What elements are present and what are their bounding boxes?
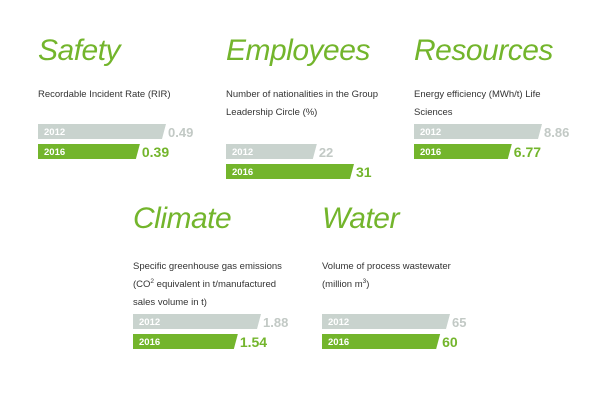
category-label: 2012 — [139, 317, 160, 328]
value-label: 65 — [452, 315, 466, 330]
bar-2016 — [226, 164, 354, 179]
description-superscript: 3 — [362, 277, 367, 285]
bar-2016 — [322, 334, 441, 349]
description-text: Recordable Incident Rate (RIR) — [38, 89, 171, 100]
description-text: Energy efficiency (MWh/t) Life Sciences — [414, 89, 541, 118]
bar-2012 — [38, 124, 166, 139]
category-label: 2016 — [232, 167, 253, 178]
panel-description: Energy efficiency (MWh/t) Life Sciences — [414, 86, 564, 122]
panel-climate: Climate Specific greenhouse gas emission… — [133, 204, 303, 364]
category-label: 2016 — [328, 337, 349, 348]
description-text-rest: equivalent in t/manufactured sales volum… — [133, 279, 277, 308]
category-label: 2012 — [232, 147, 253, 158]
value-label: 60 — [442, 334, 458, 350]
description-text: Specific greenhouse gas emissions (CO — [133, 261, 282, 290]
panel-description: Number of nationalities in the Group Lea… — [226, 86, 386, 122]
description-superscript: 2 — [150, 277, 155, 285]
panel-title: Climate — [133, 202, 232, 235]
category-label: 2016 — [139, 337, 160, 348]
category-label: 2012 — [328, 317, 349, 328]
panel-water: Water Volume of process wastewater (mill… — [322, 204, 492, 364]
bar-2016 — [414, 144, 512, 159]
value-label: 0.49 — [168, 125, 193, 140]
bar-2012 — [133, 314, 261, 329]
panel-safety: Safety Recordable Incident Rate (RIR) 20… — [38, 36, 208, 166]
panel-description: Specific greenhouse gas emissions (CO2 e… — [133, 258, 293, 312]
value-label: 8.86 — [544, 125, 569, 140]
value-label: 6.77 — [514, 144, 541, 160]
panel-title: Water — [322, 202, 399, 235]
description-text: Volume of process wastewater (million m — [322, 261, 451, 290]
category-label: 2016 — [420, 147, 441, 158]
panel-title: Employees — [226, 34, 370, 67]
category-label: 2012 — [420, 127, 441, 138]
value-label: 22 — [319, 145, 333, 160]
description-text: Number of nationalities in the Group Lea… — [226, 89, 379, 118]
value-label: 1.88 — [263, 315, 288, 330]
category-label: 2016 — [44, 147, 65, 158]
description-text-rest: ) — [366, 279, 370, 290]
bar-2016 — [38, 144, 140, 159]
panel-resources: Resources Energy efficiency (MWh/t) Life… — [414, 36, 584, 166]
bar-chart: 2012 8.86 2016 6.77 — [414, 124, 569, 160]
category-label: 2012 — [44, 127, 65, 138]
bar-chart: 2012 65 2016 60 — [322, 314, 466, 350]
value-label: 0.39 — [142, 144, 169, 160]
bar-2012 — [226, 144, 317, 159]
bar-chart: 2012 1.88 2016 1.54 — [133, 314, 288, 350]
panel-employees: Employees Number of nationalities in the… — [226, 34, 396, 180]
bar-chart: 2012 0.49 2016 0.39 — [38, 124, 193, 160]
panel-description: Recordable Incident Rate (RIR) — [38, 86, 198, 104]
bar-2012 — [322, 314, 450, 329]
value-label: 31 — [356, 164, 372, 180]
panel-description: Volume of process wastewater (million m3… — [322, 258, 472, 294]
panel-title: Resources — [414, 34, 553, 67]
bar-chart: 2012 22 2016 31 — [226, 144, 372, 180]
bar-2016 — [133, 334, 238, 349]
value-label: 1.54 — [240, 334, 267, 350]
panel-title: Safety — [38, 34, 121, 67]
bar-2012 — [414, 124, 542, 139]
